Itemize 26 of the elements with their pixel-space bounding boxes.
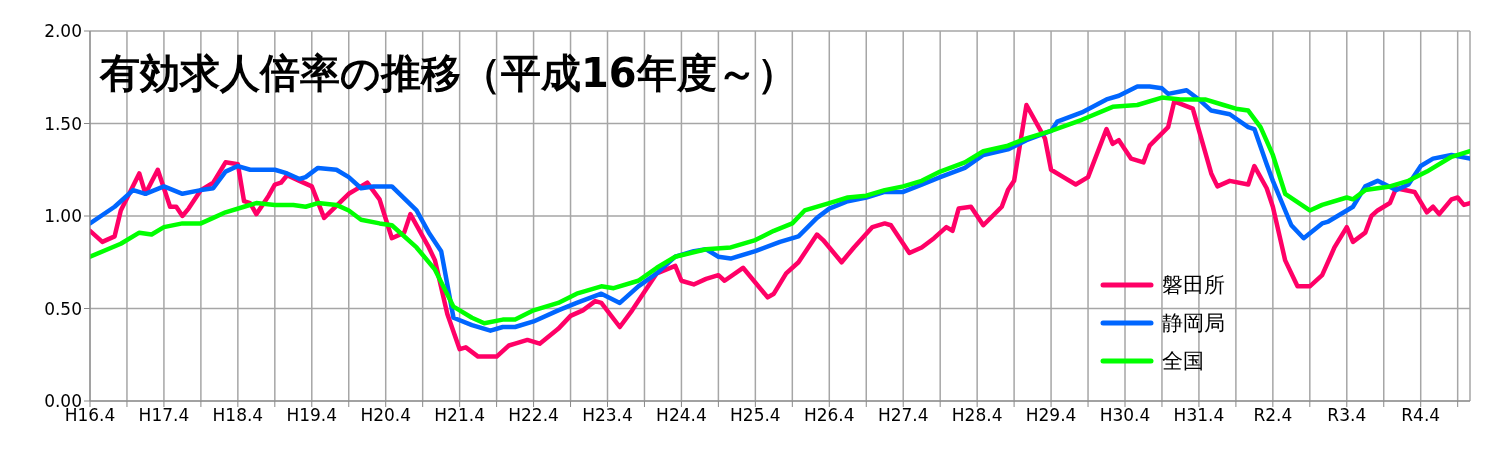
x-tick-label: H28.4 xyxy=(951,405,1003,426)
y-tick-label: 1.00 xyxy=(44,206,82,227)
x-tick-label: H22.4 xyxy=(508,405,559,426)
x-tick-label: H25.4 xyxy=(730,405,781,426)
x-tick-label: H19.4 xyxy=(286,405,338,426)
legend-label: 磐田所 xyxy=(1162,272,1225,299)
x-tick-label: H26.4 xyxy=(803,405,855,426)
x-tick-label: H20.4 xyxy=(360,405,412,426)
text: 有効求人倍率の推移（平成16年度～） xyxy=(100,49,797,98)
x-tick-label: R4.4 xyxy=(1401,405,1441,426)
x-tick-label: R3.4 xyxy=(1327,405,1367,426)
x-tick-label: H30.4 xyxy=(1099,405,1151,426)
legend-label: 全国 xyxy=(1162,348,1204,375)
legend-label: 静岡局 xyxy=(1162,310,1225,337)
x-tick-label: H18.4 xyxy=(212,405,264,426)
x-tick-label: R2.4 xyxy=(1253,405,1293,426)
y-tick-label: 0.50 xyxy=(44,298,82,319)
y-tick-label: 2.00 xyxy=(44,21,82,42)
x-tick-label: H21.4 xyxy=(434,405,485,426)
x-tick-label: H24.4 xyxy=(656,405,707,426)
x-tick-label: H31.4 xyxy=(1173,405,1225,426)
x-tick-label: H17.4 xyxy=(138,405,190,426)
x-tick-label: H27.4 xyxy=(877,405,929,426)
x-tick-label: H23.4 xyxy=(582,405,633,426)
y-tick-label: 1.50 xyxy=(44,113,82,134)
x-tick-label: H29.4 xyxy=(1025,405,1077,426)
